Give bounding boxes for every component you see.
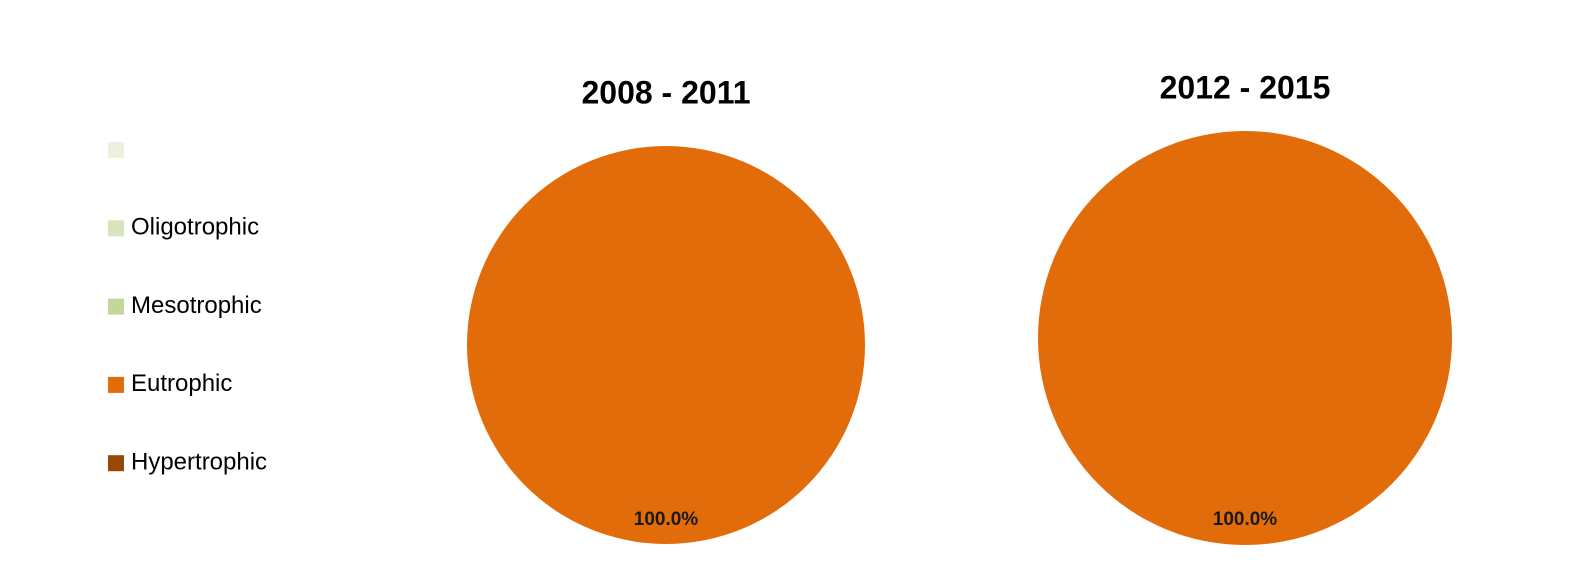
legend-text: Oligotrophic — [131, 214, 259, 241]
legend-swatch — [108, 142, 124, 158]
legend-text: Hypertrophic — [131, 449, 267, 476]
legend-text: Eutrophic — [131, 370, 232, 397]
value-label: 100.0% — [634, 509, 699, 530]
legend-swatch — [108, 376, 124, 393]
legend-text: Mesotrophic — [131, 292, 262, 319]
value-label: 100.0% — [1213, 509, 1278, 530]
pie-slice — [1038, 131, 1452, 545]
chart-title: 2012 - 2015 — [1160, 69, 1331, 105]
legend-swatch — [108, 455, 124, 472]
chart-title: 2008 - 2011 — [581, 74, 750, 110]
pie-slice — [467, 146, 865, 544]
legend-swatch — [108, 220, 124, 237]
legend-swatch — [108, 298, 124, 315]
